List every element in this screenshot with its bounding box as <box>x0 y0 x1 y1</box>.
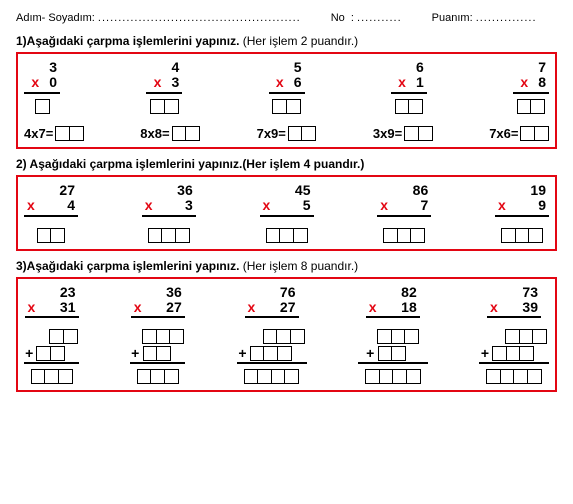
answer-boxes[interactable] <box>266 228 308 243</box>
answer-boxes[interactable] <box>137 369 179 384</box>
answer-boxes[interactable] <box>377 329 419 344</box>
answer-boxes[interactable] <box>383 228 425 243</box>
inline-problem: 8x8= <box>140 126 200 141</box>
mult-problem: 45 x5 <box>260 183 314 243</box>
mult-problem-2digit: 23 x31 + <box>24 285 79 385</box>
answer-boxes[interactable] <box>148 228 190 243</box>
answer-boxes[interactable] <box>520 126 549 141</box>
answer-boxes[interactable] <box>486 369 542 384</box>
section-2-title: 2) Aşağıdaki çarpma işlemlerini yapınız.… <box>16 157 557 171</box>
inline-problem: 3x9= <box>373 126 433 141</box>
partial-products: + <box>481 329 547 361</box>
mult-problem: 5 x6 <box>269 60 305 114</box>
section-2-box: 27 x4 36 x3 45 x5 86 x7 <box>16 175 557 251</box>
mult-problem: 7 x8 <box>513 60 549 114</box>
answer-boxes[interactable] <box>244 369 300 384</box>
inline-problem: 7x6= <box>489 126 549 141</box>
mult-problem: 86 x7 <box>377 183 431 243</box>
answer-boxes[interactable] <box>404 126 433 141</box>
answer-boxes[interactable] <box>36 346 65 361</box>
answer-boxes[interactable] <box>501 228 543 243</box>
mult-problem: 27 x4 <box>24 183 78 243</box>
answer-boxes[interactable] <box>55 126 84 141</box>
answer-boxes[interactable] <box>49 329 78 344</box>
header-row: Adım- Soyadım: .........................… <box>16 12 557 24</box>
answer-boxes[interactable] <box>35 99 50 114</box>
inline-problem: 4x7= <box>24 126 84 141</box>
mult-problem: 19 x9 <box>495 183 549 243</box>
partial-products: + <box>366 329 419 361</box>
mult-problem: 36 x3 <box>142 183 196 243</box>
mult-problem-2digit: 36 x27 + <box>130 285 185 385</box>
mult-problem-2digit: 73 x39 + <box>479 285 549 385</box>
mult-problem: 4 x3 <box>146 60 182 114</box>
answer-boxes[interactable] <box>31 369 73 384</box>
answer-boxes[interactable] <box>172 126 201 141</box>
answer-boxes[interactable] <box>272 99 301 114</box>
answer-boxes[interactable] <box>492 346 534 361</box>
answer-boxes[interactable] <box>143 346 172 361</box>
mult-problem-2digit: 82 x18 + <box>358 285 428 385</box>
partial-products: + <box>238 329 304 361</box>
mult-problem: 6 x1 <box>391 60 427 114</box>
answer-boxes[interactable] <box>250 346 292 361</box>
section-1-box: 3 x0 4 x3 5 x6 6 x1 <box>16 52 557 149</box>
section-1-title: 1)Aşağıdaki çarpma işlemlerini yapınız. … <box>16 34 557 48</box>
answer-boxes[interactable] <box>37 228 66 243</box>
partial-products: + <box>131 329 184 361</box>
answer-boxes[interactable] <box>505 329 547 344</box>
answer-boxes[interactable] <box>517 99 546 114</box>
answer-boxes[interactable] <box>365 369 421 384</box>
answer-boxes[interactable] <box>150 99 179 114</box>
answer-boxes[interactable] <box>378 346 407 361</box>
answer-boxes[interactable] <box>142 329 184 344</box>
section-3-box: 23 x31 + 36 x27 + <box>16 277 557 393</box>
score-field: Puanım: ............... <box>432 12 537 24</box>
partial-products: + <box>25 329 78 361</box>
mult-problem-2digit: 76 x27 + <box>237 285 307 385</box>
no-field: No : ........... <box>331 12 402 24</box>
mult-problem: 3 x0 <box>24 60 60 114</box>
name-field: Adım- Soyadım: .........................… <box>16 12 301 24</box>
answer-boxes[interactable] <box>263 329 305 344</box>
answer-boxes[interactable] <box>288 126 317 141</box>
answer-boxes[interactable] <box>395 99 424 114</box>
inline-problem: 7x9= <box>257 126 317 141</box>
section-3-title: 3)Aşağıdaki çarpma işlemlerini yapınız. … <box>16 259 557 273</box>
